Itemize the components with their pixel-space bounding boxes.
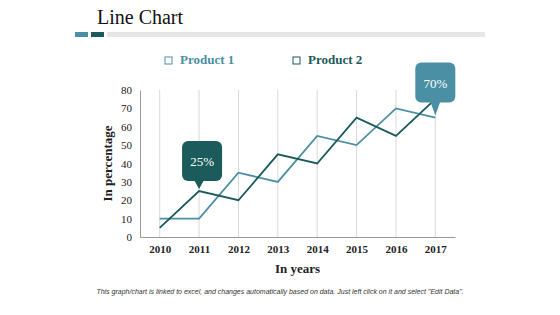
legend-swatch [165, 57, 172, 64]
callout: 25% [182, 141, 222, 189]
tick: 2012 [228, 237, 251, 255]
tick-label: 0 [127, 231, 133, 243]
tick: 2016 [385, 237, 408, 255]
legend-swatch [293, 57, 300, 64]
tick-label: 2016 [385, 243, 408, 255]
tick-label: 2012 [228, 243, 251, 255]
grid-line [238, 90, 239, 237]
tick: 60 [121, 121, 140, 133]
legend-label: Product 1 [180, 52, 234, 67]
grid-line [277, 90, 278, 237]
tick-label: 10 [121, 213, 133, 225]
tick-label: 40 [121, 158, 133, 170]
callout-pointer [194, 180, 204, 189]
tick-label: 50 [121, 139, 133, 151]
decoration [75, 32, 485, 37]
legend-item: Product 1 [165, 52, 234, 67]
tick: 2010 [149, 237, 172, 255]
tick-label: 2013 [267, 243, 290, 255]
grid-line [395, 90, 396, 237]
tick: 10 [121, 213, 140, 225]
y-axis-title: In percentage [100, 125, 115, 201]
tick: 80 [121, 84, 140, 96]
tick-label: 2010 [149, 243, 172, 255]
legend: Product 1 Product 2 [165, 52, 362, 67]
tick: 50 [121, 139, 140, 151]
tick: 2017 [425, 237, 448, 255]
annotation: 70% [423, 76, 447, 91]
grid-line [159, 90, 160, 237]
tick: 2011 [189, 237, 210, 255]
x-axis-title: In years [275, 261, 320, 276]
tick: 0 [127, 231, 141, 243]
tick-label: 60 [121, 121, 133, 133]
decor-bar [91, 32, 104, 37]
tick-label: 70 [121, 102, 133, 114]
tick-label: 20 [121, 194, 133, 206]
annotation: 25% [190, 154, 214, 169]
callout-box [182, 141, 222, 181]
decor-bar [107, 32, 485, 37]
tick: 30 [121, 176, 140, 188]
chart: Line Chart010203040506070802010201120122… [0, 0, 560, 315]
x-axis: 2010 2011 2012 2013 2014 2015 2016 2017 [141, 237, 456, 255]
tick-label: 2014 [307, 243, 330, 255]
y-axis: 0 10 20 30 40 50 60 70 80 [121, 84, 141, 243]
grid-line [356, 90, 357, 237]
tick: 2014 [307, 237, 330, 255]
tick: 70 [121, 102, 140, 114]
tick: 2015 [346, 237, 369, 255]
title: Line Chart [97, 6, 184, 28]
tick: 40 [121, 158, 140, 170]
callout-pointer [430, 102, 440, 116]
tick: 20 [121, 194, 140, 206]
footnote: This graph/chart is linked to excel, and… [96, 288, 463, 296]
tick-label: 30 [121, 176, 133, 188]
lines [160, 99, 436, 228]
tick: 2013 [267, 237, 290, 255]
tick-label: 2011 [189, 243, 210, 255]
decor-bar [75, 32, 88, 37]
tick-label: 2015 [346, 243, 369, 255]
callout-box [415, 63, 455, 103]
axis-line [140, 91, 141, 238]
axis-line [141, 237, 456, 238]
series-line [160, 108, 436, 218]
grid [160, 90, 436, 237]
legend-item: Product 2 [293, 52, 362, 67]
callout: 70% [415, 63, 455, 116]
legend-label: Product 2 [308, 52, 362, 67]
tick-label: 80 [121, 84, 133, 96]
series-line [160, 99, 436, 228]
tick-label: 2017 [425, 243, 448, 255]
